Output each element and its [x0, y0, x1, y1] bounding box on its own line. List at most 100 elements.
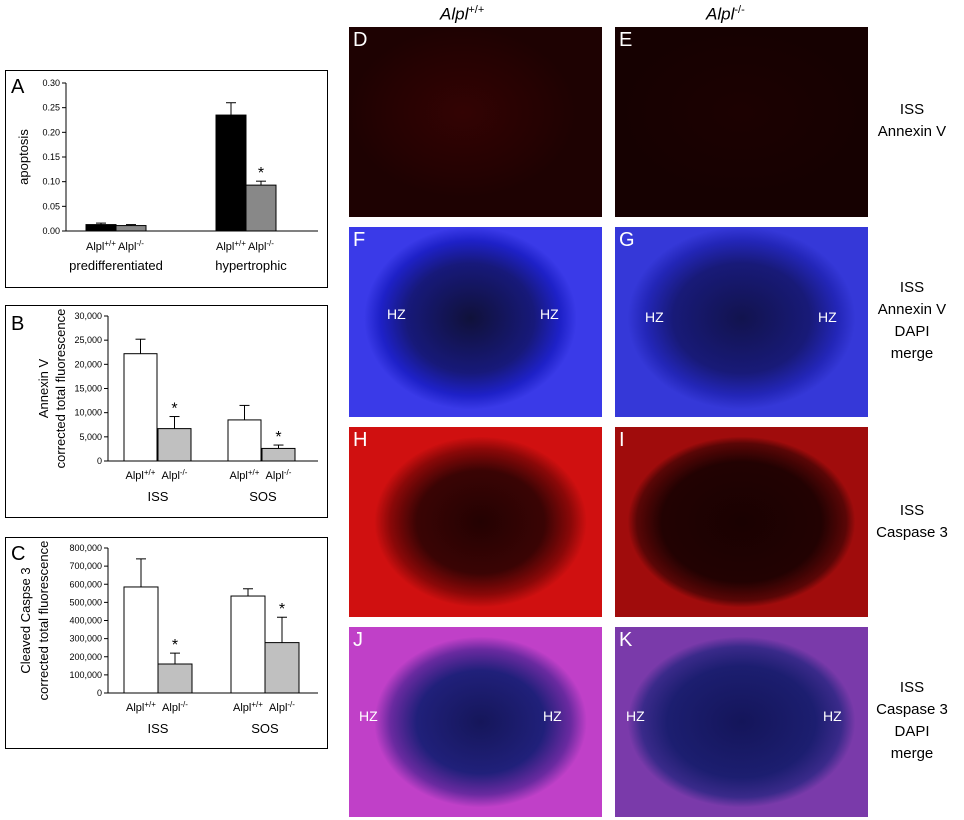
column-header-ko-name: Alpl	[706, 4, 735, 24]
bar	[123, 353, 158, 462]
bar-label-genotype: +/+	[248, 468, 260, 477]
bar	[245, 184, 277, 232]
bar-label-name: Alpl	[233, 702, 251, 714]
bar-label-genotype: -/-	[180, 468, 188, 477]
bar-label: Alpl+/+	[233, 700, 263, 714]
hz-label-k-left: HZ	[626, 708, 645, 724]
panel-letter: B	[11, 313, 24, 335]
bar	[157, 428, 192, 462]
y-tick-label: 0	[97, 688, 102, 698]
micrograph-i-label: I	[619, 429, 625, 451]
panel-c: C 0 100,000 200,000 300,000 400,000 500,000 600…	[5, 537, 328, 749]
y-axis-label: Annexin V	[36, 359, 51, 419]
row-label-annexin-dapi-line4: merge	[890, 345, 934, 362]
chart-c: C 0 100,000 200,000 300,000 400,000 500,000 600…	[11, 541, 318, 736]
column-header-ko-genotype: -/-	[734, 4, 745, 16]
bar-label: Alpl+/+	[216, 239, 246, 253]
bar	[115, 225, 147, 232]
bar-label-name: Alpl	[266, 470, 284, 482]
bar-label-name: Alpl	[162, 470, 180, 482]
bar-label: Alpl-/-	[266, 468, 292, 482]
bar-label: Alpl-/-	[162, 468, 188, 482]
micrograph-i: I	[615, 427, 868, 617]
significance-star: *	[171, 401, 177, 418]
micrograph-g-label: G	[619, 229, 635, 251]
bar-label: Alpl+/+	[230, 468, 260, 482]
y-tick-label: 200,000	[69, 652, 102, 662]
group-label: SOS	[249, 489, 277, 504]
y-tick-label: 15,000	[74, 384, 102, 394]
y-tick-label: 700,000	[69, 561, 102, 571]
column-header-wt-genotype: +/+	[468, 4, 485, 16]
y-tick-label: 10,000	[74, 408, 102, 418]
micrograph-f: F HZ HZ	[349, 227, 602, 417]
y-tick-label: 0.20	[42, 127, 60, 137]
significance-star: *	[172, 637, 178, 654]
row-label-caspase-dapi-line3: DAPI	[894, 723, 930, 740]
bar-label-name: Alpl	[248, 241, 266, 253]
bar-label: Alpl-/-	[248, 239, 274, 253]
y-tick-label: 600,000	[69, 579, 102, 589]
bar-label-genotype: -/-	[180, 700, 188, 709]
micrograph-e: E	[615, 27, 868, 217]
bar-label-genotype: +/+	[104, 239, 116, 248]
significance-star: *	[258, 165, 264, 182]
micrograph-d: D	[349, 27, 602, 217]
group-label: hypertrophic	[215, 258, 287, 273]
bar-label-genotype: -/-	[284, 468, 292, 477]
bar	[230, 595, 266, 694]
panel-letter: C	[11, 543, 25, 565]
row-label-caspase-dapi: ISS Caspase 3 DAPI merge	[862, 677, 962, 765]
bar	[261, 447, 296, 462]
micrograph-j: J HZ HZ	[349, 627, 602, 817]
y-tick-label: 5,000	[79, 432, 102, 442]
group-label: ISS	[148, 721, 169, 736]
y-tick-label: 25,000	[74, 335, 102, 345]
bar-label-name: Alpl	[269, 702, 287, 714]
bar	[85, 224, 117, 232]
bar-label-genotype: +/+	[234, 239, 246, 248]
bar-label-genotype: -/-	[266, 239, 274, 248]
bar-label-name: Alpl	[118, 241, 136, 253]
row-label-annexin-dapi: ISS Annexin V DAPI merge	[862, 277, 962, 365]
micrograph-h: H	[349, 427, 602, 617]
bar-label: Alpl+/+	[86, 239, 116, 253]
y-tick-label: 300,000	[69, 634, 102, 644]
hz-label-j-right: HZ	[543, 708, 562, 724]
bar-label: Alpl-/-	[162, 700, 188, 714]
y-axis-label: apoptosis	[16, 129, 31, 185]
micrograph-e-label: E	[619, 29, 633, 51]
panel-letter: A	[11, 76, 25, 98]
bar-label: Alpl+/+	[126, 700, 156, 714]
bar-label-name: Alpl	[86, 241, 104, 253]
row-label-annexin-line1: ISS	[899, 101, 925, 118]
bar-label-name: Alpl	[126, 470, 144, 482]
bar	[123, 586, 159, 694]
y-tick-label: 0.00	[42, 226, 60, 236]
bar-label-genotype: -/-	[136, 239, 144, 248]
bar	[264, 642, 300, 694]
y-tick-label: 500,000	[69, 597, 102, 607]
bar-label: Alpl-/-	[269, 700, 295, 714]
row-label-caspase-dapi-line2: Caspase 3	[876, 701, 948, 718]
micrograph-k: K HZ HZ	[615, 627, 868, 817]
hz-label-f-left: HZ	[387, 306, 406, 322]
panel-a: A 0.00 0.05 0.10 0.15 0.20 0.25 0.30 apoptosis Al…	[5, 70, 328, 288]
column-header-wt-name: Alpl	[440, 4, 469, 24]
hz-label-f-right: HZ	[540, 306, 559, 322]
bar-label-genotype: -/-	[287, 700, 295, 709]
significance-star: *	[279, 601, 285, 618]
y-tick-label: 800,000	[69, 543, 102, 553]
y-tick-label: 0	[97, 456, 102, 466]
hz-label-g-left: HZ	[645, 309, 664, 325]
hz-label-k-right: HZ	[823, 708, 842, 724]
group-label: predifferentiated	[69, 258, 163, 273]
row-label-caspase-line2: Caspase 3	[876, 524, 948, 541]
micrograph-h-label: H	[353, 429, 368, 451]
y-tick-label: 20,000	[74, 359, 102, 369]
y-tick-label: 30,000	[74, 311, 102, 321]
chart-a: A 0.00 0.05 0.10 0.15 0.20 0.25 0.30 apoptosis Al…	[11, 76, 318, 273]
bar-label-genotype: +/+	[144, 700, 156, 709]
hz-label-j-left: HZ	[359, 708, 378, 724]
panel-b: B 0 5,000 10,000 15,000 20,000 25,000 30,000 Ann…	[5, 305, 328, 518]
